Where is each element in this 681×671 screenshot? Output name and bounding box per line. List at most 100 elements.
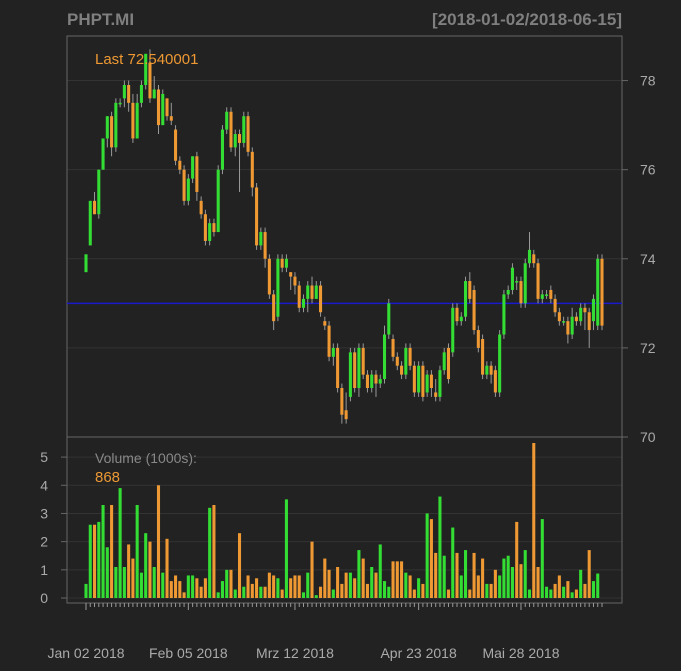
volume-tick-label: 3	[40, 505, 48, 521]
price-tick-label: 74	[640, 251, 656, 267]
candle-body	[212, 223, 216, 233]
volume-bar	[545, 586, 549, 598]
volume-bar	[135, 505, 139, 598]
volume-bar	[191, 575, 195, 598]
volume-bar	[293, 575, 297, 598]
candle-body	[510, 267, 514, 290]
volume-bar	[510, 567, 514, 598]
candle-body	[327, 325, 331, 357]
candle-body	[92, 200, 97, 215]
volume-bar	[434, 552, 438, 598]
candle-body	[156, 89, 161, 126]
candle-body	[417, 365, 421, 393]
volume-bar	[229, 569, 233, 598]
candle-body	[408, 347, 412, 366]
candle-body	[280, 258, 284, 268]
volume-bar	[468, 589, 472, 598]
volume-bar	[587, 550, 591, 598]
candle-body	[527, 249, 532, 264]
candle-body	[169, 116, 173, 121]
volume-tick-label: 1	[40, 562, 48, 578]
volume-bar	[519, 564, 523, 598]
volume-bar	[527, 589, 532, 598]
volume-bar	[212, 505, 216, 598]
volume-bar	[88, 524, 92, 598]
price-tick-label: 78	[640, 73, 656, 89]
candle-body	[348, 352, 352, 397]
volume-bar	[118, 488, 122, 598]
candle-body	[370, 374, 374, 388]
volume-bar	[493, 569, 497, 598]
volume-bar	[237, 533, 242, 598]
candle-body	[135, 102, 139, 139]
volume-bar	[280, 589, 284, 598]
candle-body	[472, 289, 476, 331]
candle-body	[306, 285, 310, 299]
price-tick-label: 70	[640, 429, 656, 445]
candle-body	[391, 338, 395, 357]
candle-body	[127, 85, 131, 103]
volume-bar	[152, 567, 156, 598]
candle-body	[434, 392, 438, 397]
volume-bar	[446, 589, 451, 598]
candle-body	[570, 316, 574, 335]
candle-body	[114, 102, 118, 148]
candle-body	[122, 85, 126, 99]
volume-bar	[451, 527, 455, 598]
candle-body	[186, 178, 190, 201]
volume-bar	[498, 575, 502, 598]
volume-bar	[549, 589, 553, 598]
candle-body	[451, 307, 455, 353]
volume-bar	[476, 575, 480, 598]
candle-body	[152, 89, 156, 99]
volume-bar	[382, 581, 387, 598]
volume-bar	[250, 583, 254, 598]
candle-body	[374, 374, 378, 384]
candle-body	[340, 387, 344, 415]
volume-bar	[417, 578, 421, 598]
candle-body	[519, 281, 523, 304]
candle-body	[412, 365, 416, 393]
volume-bar	[502, 558, 506, 598]
candle-body	[566, 321, 570, 335]
candle-body	[378, 379, 382, 384]
candle-body	[557, 312, 561, 322]
volume-bar	[532, 443, 536, 598]
price-y-axis: 70 72 74 76 78	[622, 73, 656, 445]
candle-body	[203, 214, 207, 241]
volume-bar	[242, 586, 246, 598]
candle-body	[600, 258, 604, 326]
candle-body	[549, 289, 553, 299]
candle-body	[591, 298, 596, 322]
volume-bar	[169, 581, 173, 598]
volume-bar	[557, 575, 561, 598]
candle-body	[220, 129, 224, 170]
candle-body	[485, 365, 489, 375]
volume-bar	[348, 572, 352, 598]
candle-body	[165, 98, 169, 117]
candle-body	[314, 285, 318, 299]
volume-bar	[319, 586, 323, 598]
volume-tick-label: 2	[40, 534, 48, 550]
volume-bar	[233, 589, 237, 598]
volume-bar	[203, 578, 207, 598]
candle-body	[523, 263, 527, 304]
volume-bar	[429, 519, 433, 598]
candle-body	[498, 334, 502, 393]
candle-body	[493, 370, 497, 393]
candle-body	[301, 298, 306, 308]
volume-bar	[186, 575, 190, 598]
candle-body	[267, 258, 271, 295]
candle-body	[387, 303, 391, 335]
candle-body	[319, 285, 323, 313]
volume-bar	[579, 569, 583, 598]
candle-body	[468, 281, 472, 299]
volume-bar	[523, 550, 527, 598]
candle-body	[476, 330, 480, 348]
candle-body	[425, 374, 429, 393]
volume-bar	[263, 586, 267, 598]
volume-bar	[156, 485, 161, 598]
candle-body	[429, 374, 433, 388]
candle-body	[404, 347, 408, 375]
volume-bar	[139, 572, 143, 598]
